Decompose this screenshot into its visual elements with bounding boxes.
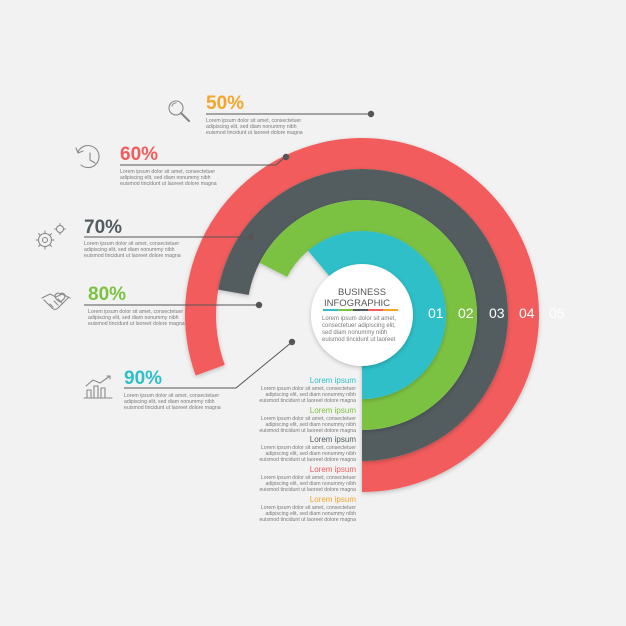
lorem-item-title: Lorem ipsum bbox=[310, 495, 357, 504]
color-bar-orange bbox=[383, 309, 398, 311]
lorem-item-title: Lorem ipsum bbox=[310, 465, 357, 474]
lorem-item-desc-line: adipiscing elit, sed diam nonummy nibh bbox=[265, 422, 356, 428]
ring-number-04: 04 bbox=[519, 305, 535, 321]
center-circle bbox=[311, 264, 413, 366]
leader-dot bbox=[367, 110, 375, 118]
lorem-item-desc-line: Lorem ipsum dolor sit amet, consectetuer bbox=[261, 475, 356, 481]
lorem-item-desc-line: Lorem ipsum dolor sit amet, consectetuer bbox=[261, 445, 356, 451]
callout-50: 50% Lorem ipsum dolor sit amet, consecte… bbox=[168, 93, 303, 136]
callout-desc-line: euismod tincidunt ut laoreet dolore magn… bbox=[206, 130, 303, 136]
lorem-item-1: Lorem ipsum Lorem ipsum dolor sit amet, … bbox=[259, 376, 356, 404]
callout-desc-line: adipiscing elit, sed diam nonummy nibh bbox=[206, 124, 297, 130]
leader-dots bbox=[247, 110, 375, 346]
callout-desc-line: Lorem ipsum dolor sit amet, consectetuer bbox=[206, 118, 301, 124]
handshake-icon bbox=[41, 292, 71, 311]
lorem-item-title: Lorem ipsum bbox=[310, 435, 357, 444]
callout-percent: 80% bbox=[88, 284, 126, 305]
lorem-item-desc-line: euismod tincidunt ut laoreet dolore magn… bbox=[259, 517, 356, 523]
callout-desc-line: adipiscing elit, sed diam nonummy nibh bbox=[84, 247, 175, 253]
leader-lines bbox=[84, 113, 370, 389]
lorem-item-desc-line: adipiscing elit, sed diam nonummy nibh bbox=[265, 511, 356, 517]
lorem-item-desc-line: adipiscing elit, sed diam nonummy nibh bbox=[265, 481, 356, 487]
callout-60: 60% Lorem ipsum dolor sit amet, consecte… bbox=[75, 144, 217, 187]
lorem-item-desc-line: euismod tincidunt ut laoreet dolore magn… bbox=[259, 398, 356, 404]
callout-70: 70% Lorem ipsum dolor sit amet, consecte… bbox=[35, 217, 181, 259]
callout-90: 90% Lorem ipsum dolor sit amet, consecte… bbox=[83, 368, 221, 411]
callout-desc-line: Lorem ipsum dolor sit amet, consectetuer bbox=[120, 169, 215, 175]
callout-percent: 90% bbox=[124, 368, 162, 389]
center-desc-line: euismod tincidunt ut laoreet bbox=[322, 337, 396, 343]
gears-icon bbox=[35, 222, 67, 250]
lorem-item-desc-line: euismod tincidunt ut laoreet dolore magn… bbox=[259, 457, 356, 463]
leader-dot bbox=[247, 233, 255, 241]
leader-dot bbox=[255, 301, 263, 309]
lorem-item-desc-line: Lorem ipsum dolor sit amet, consectetuer bbox=[261, 505, 356, 511]
center-desc-line: consectetuer adipiscing elit, bbox=[322, 323, 396, 329]
lorem-item-desc-line: Lorem ipsum dolor sit amet, consectetuer bbox=[261, 416, 356, 422]
ring-number-02: 02 bbox=[458, 305, 474, 321]
callout-percent: 50% bbox=[206, 93, 244, 114]
lorem-item-title: Lorem ipsum bbox=[310, 376, 357, 385]
callout-desc-line: adipiscing elit, sed diam nonummy nibh bbox=[124, 399, 215, 405]
lorem-item-desc-line: euismod tincidunt ut laoreet dolore magn… bbox=[259, 428, 356, 434]
bar-chart-icon bbox=[83, 375, 113, 399]
callout-desc-line: Lorem ipsum dolor sit amet, consectetuer bbox=[124, 393, 219, 399]
lorem-item-desc-line: adipiscing elit, sed diam nonummy nibh bbox=[265, 392, 356, 398]
lorem-item-4: Lorem ipsum Lorem ipsum dolor sit amet, … bbox=[259, 465, 356, 493]
callout-80: 80% Lorem ipsum dolor sit amet, consecte… bbox=[41, 284, 185, 327]
ring-number-01: 01 bbox=[428, 305, 444, 321]
lorem-item-desc-line: Lorem ipsum dolor sit amet, consectetuer bbox=[261, 386, 356, 392]
ring-number-05: 05 bbox=[549, 305, 565, 321]
callout-desc-line: euismod tincidunt ut laoreet dolore magn… bbox=[88, 321, 185, 327]
color-bar-green bbox=[338, 309, 353, 311]
lorem-item-desc-line: adipiscing elit, sed diam nonummy nibh bbox=[265, 451, 356, 457]
magnifier-icon bbox=[168, 100, 191, 123]
center-title-line2: INFOGRAPHIC bbox=[324, 298, 390, 309]
center-title-line1: BUSINESS bbox=[338, 287, 386, 298]
center-desc-line: sed diam nonummy nibh bbox=[322, 330, 387, 336]
callout-desc-line: euismod tincidunt ut laoreet dolore magn… bbox=[120, 181, 217, 187]
callout-desc-line: adipiscing elit, sed diam nonummy nibh bbox=[120, 175, 211, 181]
callout-desc-line: Lorem ipsum dolor sit amet, consectetuer bbox=[88, 309, 183, 315]
leader-dot bbox=[282, 153, 290, 161]
callout-desc-line: adipiscing elit, sed diam nonummy nibh bbox=[88, 315, 179, 321]
leader-dot bbox=[288, 338, 296, 346]
callout-percent: 60% bbox=[120, 144, 158, 165]
ring-number-03: 03 bbox=[489, 305, 505, 321]
center-panel: BUSINESS INFOGRAPHIC Lorem ipsum dolor s… bbox=[311, 264, 413, 366]
lorem-item-title: Lorem ipsum bbox=[310, 406, 357, 415]
center-color-bar bbox=[323, 309, 398, 311]
callout-percent: 70% bbox=[84, 217, 122, 238]
color-bar-red bbox=[368, 309, 383, 311]
color-bar-teal bbox=[323, 309, 338, 311]
center-desc-line: Lorem ipsum dolor sit amet, bbox=[322, 316, 396, 322]
lorem-item-2: Lorem ipsum Lorem ipsum dolor sit amet, … bbox=[259, 406, 356, 434]
lorem-item-desc-line: euismod tincidunt ut laoreet dolore magn… bbox=[259, 487, 356, 493]
callout-desc-line: euismod tincidunt ut laoreet dolore magn… bbox=[124, 405, 221, 411]
lorem-list: Lorem ipsum Lorem ipsum dolor sit amet, … bbox=[259, 376, 356, 523]
lorem-item-5: Lorem ipsum Lorem ipsum dolor sit amet, … bbox=[259, 495, 356, 523]
color-bar-dark bbox=[353, 309, 368, 311]
leader-line-60 bbox=[120, 157, 285, 166]
callout-desc-line: Lorem ipsum dolor sit amet, consectetuer bbox=[84, 241, 179, 247]
leader-line-90 bbox=[124, 341, 293, 389]
lorem-item-3: Lorem ipsum Lorem ipsum dolor sit amet, … bbox=[259, 435, 356, 463]
callout-desc-line: euismod tincidunt ut laoreet dolore magn… bbox=[84, 253, 181, 259]
clock-refresh-icon bbox=[75, 145, 100, 169]
